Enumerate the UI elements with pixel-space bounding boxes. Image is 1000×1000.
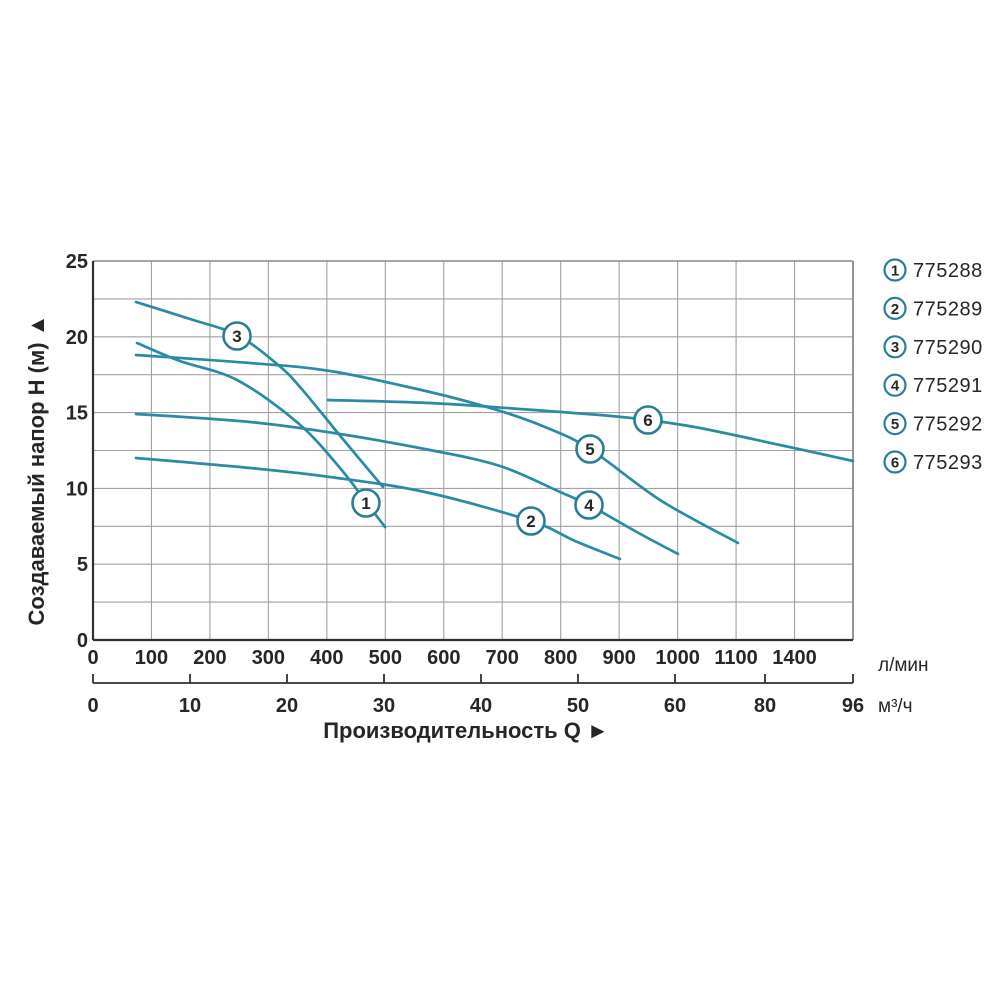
curve-badge-3 <box>222 321 252 351</box>
x-tick-label-lmin: 200 <box>193 647 226 669</box>
x-axis-title: Производительность Q ► <box>323 718 609 743</box>
x-tick-label-lmin: 500 <box>369 647 402 669</box>
x-tick-label-lmin: 800 <box>544 647 577 669</box>
x-tick-label-lmin: 100 <box>135 647 168 669</box>
curves-layer <box>134 300 855 561</box>
y-tick-label: 25 <box>66 251 88 273</box>
x-tick-label-m3h: 50 <box>567 695 589 717</box>
curve-badge-4 <box>574 490 604 520</box>
x-tick-label-m3h: 30 <box>373 695 395 717</box>
curve-badge-number: 5 <box>585 440 594 459</box>
x-tick-label-lmin: 900 <box>602 647 635 669</box>
x-tick-label-lmin: 1000 <box>655 647 700 669</box>
legend-model-label: 775291 <box>913 375 983 397</box>
legend-model-label: 775290 <box>913 337 983 359</box>
legend-number-badge <box>883 296 907 320</box>
x-tick-label-m3h: 80 <box>754 695 776 717</box>
legend-item-775288: 1 775288 <box>883 258 983 282</box>
x-tick-label-m3h: 0 <box>87 695 98 717</box>
curve-badge-number: 3 <box>232 327 241 346</box>
x-tick-label-lmin: 1400 <box>772 647 817 669</box>
x-tick-label-m3h: 20 <box>276 695 298 717</box>
legend-model-label: 775292 <box>913 414 983 436</box>
legend-number-badge <box>883 373 907 397</box>
unit-label-lmin: л/мин <box>878 655 929 676</box>
x-tick-label-lmin: 700 <box>486 647 519 669</box>
legend-item-775292: 5 775292 <box>883 412 983 436</box>
legend-item-775290: 3 775290 <box>883 335 983 359</box>
curve-badge-1 <box>351 488 381 518</box>
legend-number: 1 <box>891 262 899 279</box>
legend-number: 2 <box>891 301 899 318</box>
y-tick-label: 5 <box>77 554 88 576</box>
legend-model-label: 775288 <box>913 260 983 282</box>
curve-badge-2 <box>516 506 546 536</box>
x-tick-label-lmin: 1100 <box>714 647 757 669</box>
curve-badge-number: 2 <box>526 512 535 531</box>
x-tick-label-lmin: 300 <box>252 647 285 669</box>
legend-number-badge <box>883 412 907 436</box>
curve-badge-number: 1 <box>361 494 370 513</box>
legend-model-label: 775293 <box>913 452 983 474</box>
plot-frame <box>91 260 854 642</box>
x-tick-label-lmin: 400 <box>310 647 343 669</box>
curve-775293 <box>326 398 855 463</box>
legend-model-label: 775289 <box>913 298 983 320</box>
legend-number-badge <box>883 258 907 282</box>
legend-number-badge <box>883 450 907 474</box>
x-tick-label-m3h: 40 <box>470 695 492 717</box>
x-tick-label-m3h: 96 <box>842 695 864 717</box>
grid-layer <box>92 260 854 641</box>
legend-number: 3 <box>891 339 899 356</box>
y-tick-label: 20 <box>66 327 88 349</box>
curve-775292 <box>134 353 740 545</box>
x-tick-label-m3h: 60 <box>664 695 686 717</box>
curve-badge-number: 4 <box>584 496 594 515</box>
x-tick-label-lmin: 0 <box>87 647 98 669</box>
curve-badge-number: 6 <box>643 411 652 430</box>
y-tick-label: 0 <box>77 630 88 652</box>
legend-number: 4 <box>891 378 900 395</box>
y-tick-label: 10 <box>66 478 88 500</box>
legend-item-775289: 2 775289 <box>883 296 983 320</box>
curve-775289 <box>134 456 622 561</box>
curve-number-badges: 1 2 3 4 5 6 <box>222 321 663 536</box>
unit-label-m3h: м³/ч <box>878 696 913 717</box>
legend-number-badge <box>883 335 907 359</box>
curve-775291 <box>134 412 680 556</box>
legend-number: 6 <box>891 454 899 471</box>
x-tick-label-m3h: 10 <box>179 695 201 717</box>
legend-item-775293: 6 775293 <box>883 450 983 474</box>
y-axis-title: Создаваемый напор H (м) ▲ <box>24 315 49 626</box>
legend: 1 775288 2 775289 3 775290 4 775291 5 775292 6 7752… <box>883 258 983 474</box>
x-tick-label-lmin: 600 <box>427 647 460 669</box>
curve-badge-6 <box>633 405 663 435</box>
legend-item-775291: 4 775291 <box>883 373 983 397</box>
curve-badge-5 <box>575 434 605 464</box>
y-tick-label: 15 <box>66 403 88 425</box>
legend-number: 5 <box>891 416 899 433</box>
